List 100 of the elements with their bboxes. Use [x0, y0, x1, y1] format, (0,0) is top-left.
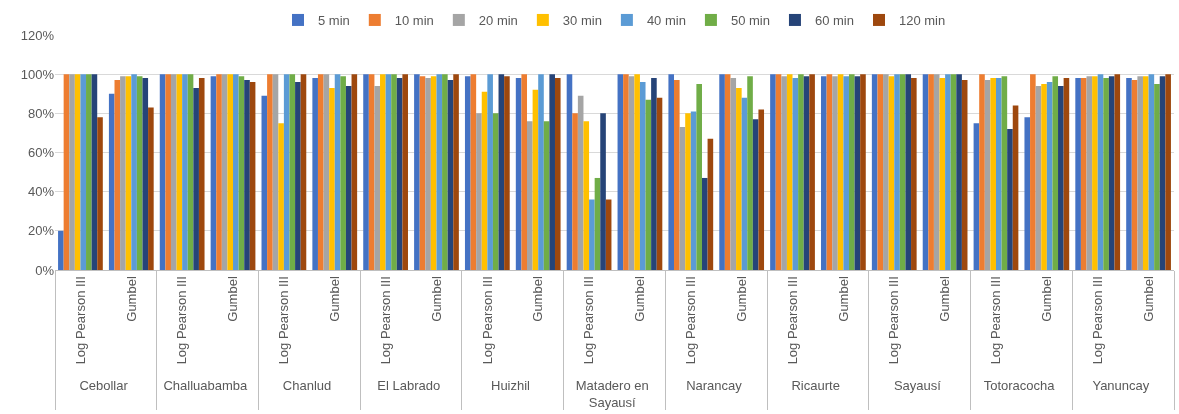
- legend-label: 30 min: [562, 13, 602, 29]
- bar: [1126, 78, 1132, 270]
- bar: [600, 113, 606, 270]
- bar: [843, 76, 849, 270]
- bar: [374, 85, 381, 270]
- y-tick-label: 40%: [27, 184, 55, 200]
- bar: [990, 78, 996, 270]
- bar: [340, 76, 346, 270]
- category-label: Gumbel: [1140, 276, 1156, 322]
- category-label: Gumbel: [937, 276, 953, 322]
- bar: [521, 74, 528, 270]
- bar: [329, 87, 335, 270]
- bar: [391, 74, 397, 270]
- bar: [973, 123, 980, 270]
- category-label: Cebollar: [79, 377, 128, 393]
- y-tick-label: 80%: [27, 105, 55, 121]
- bar: [634, 74, 640, 270]
- category-label: Ricaurte: [791, 377, 840, 393]
- y-tick-label: 100%: [20, 66, 55, 82]
- bar: [668, 74, 675, 270]
- category-label: Totoracocha: [983, 377, 1055, 393]
- bar: [120, 76, 126, 270]
- bar: [227, 74, 234, 270]
- bar: [894, 74, 900, 270]
- bar: [883, 74, 889, 270]
- bar: [1058, 85, 1064, 270]
- category-label: Log Pearson III: [886, 276, 902, 365]
- bar: [453, 74, 459, 270]
- category-label: Log Pearson III: [377, 276, 393, 365]
- bar: [193, 87, 199, 270]
- category-label: Sayausí: [893, 377, 941, 393]
- bar: [589, 199, 595, 270]
- bar: [267, 74, 273, 270]
- bar: [414, 74, 420, 270]
- category-label: Log Pearson III: [1089, 276, 1105, 365]
- category-label: Log Pearson III: [174, 276, 190, 365]
- category-label: Gumbel: [733, 276, 749, 322]
- bar: [1137, 76, 1143, 270]
- bar: [1103, 78, 1109, 270]
- category-label: Gumbel: [225, 276, 241, 322]
- bar: [809, 74, 815, 270]
- bar: [696, 83, 702, 270]
- category-label: Challuabamba: [163, 377, 248, 393]
- bar: [543, 121, 550, 270]
- bar: [97, 117, 103, 270]
- bar: [674, 80, 680, 270]
- bar: [752, 119, 759, 270]
- bar: [1092, 76, 1098, 270]
- bar: [933, 74, 940, 270]
- bar: [701, 177, 708, 270]
- bar: [527, 121, 533, 270]
- bar: [979, 74, 985, 270]
- category-label: Gumbel: [123, 276, 139, 322]
- bar: [995, 78, 1002, 270]
- bar: [747, 76, 753, 270]
- bar: [928, 74, 934, 270]
- bar: [877, 74, 884, 270]
- y-tick-label: 120%: [20, 27, 55, 43]
- legend-label: 40 min: [646, 13, 686, 29]
- legend-label: 60 min: [814, 13, 854, 29]
- bar: [1052, 76, 1059, 270]
- bar: [233, 74, 239, 270]
- bar: [1142, 76, 1149, 270]
- category-label: Gumbel: [326, 276, 342, 322]
- bar: [289, 74, 296, 270]
- category-label: Gumbel: [835, 276, 851, 322]
- category-label: Gumbel: [428, 276, 444, 322]
- bar: [911, 78, 917, 270]
- bar: [216, 74, 222, 270]
- bar: [425, 78, 431, 270]
- category-label: Log Pearson III: [988, 276, 1004, 365]
- bar: [623, 74, 629, 270]
- bar: [317, 74, 324, 270]
- bar: [1007, 129, 1013, 270]
- bar: [198, 78, 205, 270]
- bar: [1114, 74, 1121, 270]
- bar: [651, 78, 657, 270]
- category-label: Yanuncay: [1092, 377, 1150, 393]
- category-label: Log Pearson III: [276, 276, 292, 365]
- bar: [956, 74, 962, 270]
- bar: [80, 74, 87, 270]
- category-label: Log Pearson III: [72, 276, 88, 365]
- legend-label: 5 min: [318, 13, 350, 29]
- bar: [182, 74, 188, 270]
- category-label: Log Pearson III: [683, 276, 699, 365]
- bar: [1041, 83, 1047, 270]
- bar: [170, 74, 177, 270]
- y-tick-label: 0%: [35, 262, 55, 278]
- bar: [538, 74, 544, 270]
- bar: [786, 74, 793, 270]
- bar: [549, 74, 555, 270]
- bar: [131, 74, 137, 270]
- bar: [363, 74, 369, 270]
- bar: [1030, 74, 1036, 270]
- bar: [1154, 83, 1160, 270]
- bar: [554, 78, 561, 270]
- bar: [758, 109, 765, 270]
- bar: [583, 121, 590, 270]
- bar: [685, 113, 691, 270]
- bar: [148, 107, 154, 270]
